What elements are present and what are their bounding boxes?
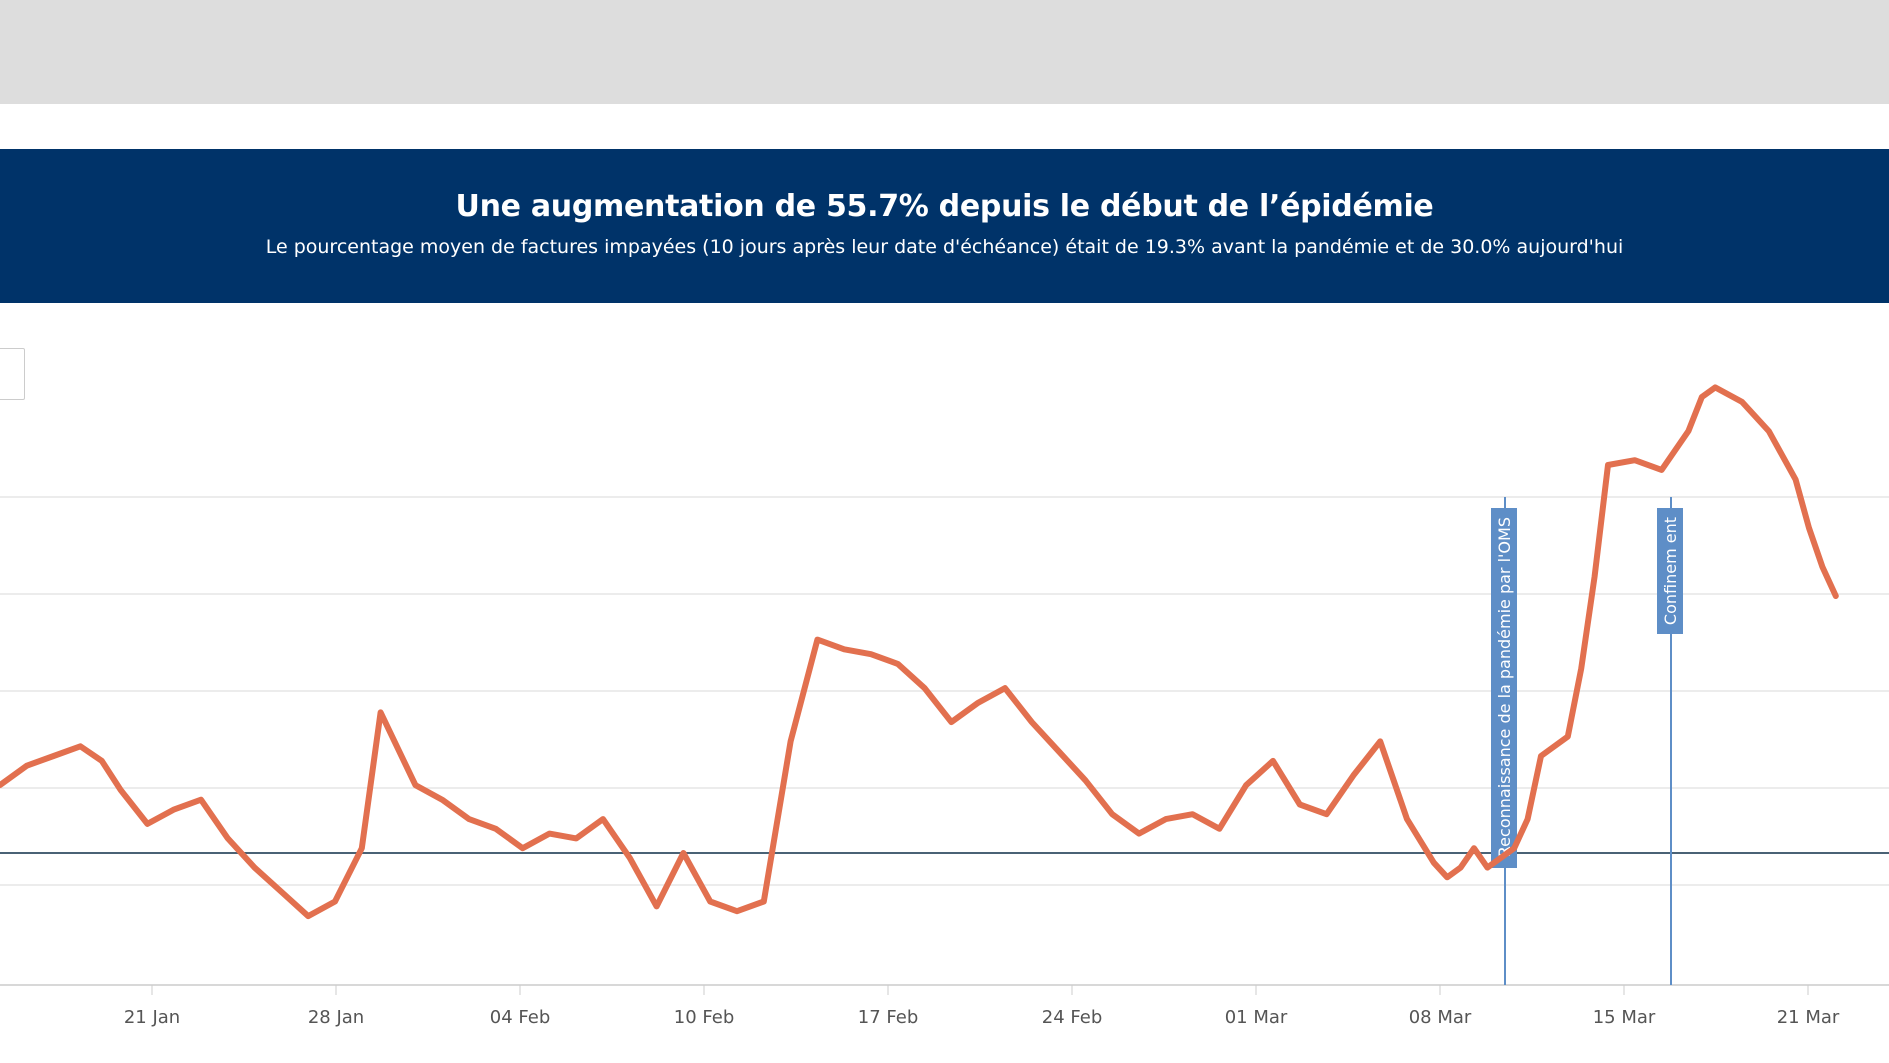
headline-banner: Une augmentation de 55.7% depuis le débu… (0, 149, 1889, 303)
menu-button-edge[interactable] (0, 348, 25, 400)
x-tick-label: 28 Jan (308, 1007, 364, 1028)
annotation-label: Reconnaissance de la pandémie par l'OMS (1495, 517, 1514, 857)
x-tick-label: 15 Mar (1593, 1007, 1656, 1028)
x-tick-label: 17 Feb (858, 1007, 919, 1028)
x-tick-label: 24 Feb (1042, 1007, 1103, 1028)
x-tick-label: 08 Mar (1409, 1007, 1472, 1028)
series-line (0, 384, 1839, 920)
x-tick-label: 01 Mar (1225, 1007, 1288, 1028)
annotation-box (1491, 508, 1517, 868)
banner-subtitle: Le pourcentage moyen de factures impayée… (265, 236, 1624, 258)
annotation-box (1657, 508, 1683, 634)
x-tick-label: 21 Mar (1777, 1007, 1840, 1028)
banner-title: Une augmentation de 55.7% depuis le débu… (455, 189, 1434, 224)
x-tick-label: 21 Jan (124, 1007, 180, 1028)
annotation-label: Confinem ent (1661, 517, 1680, 625)
top-bar (0, 0, 1889, 104)
x-tick-label: 10 Feb (674, 1007, 735, 1028)
x-tick-label: 04 Feb (490, 1007, 551, 1028)
